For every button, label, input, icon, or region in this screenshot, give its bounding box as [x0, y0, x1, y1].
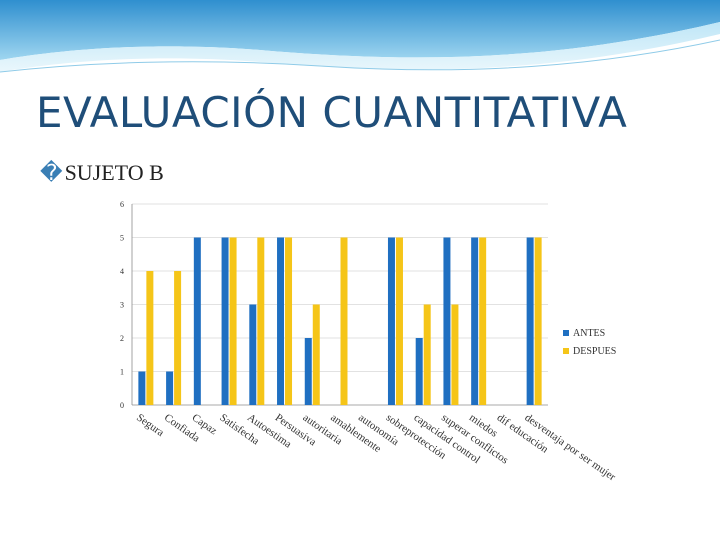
bar-despues: [395, 237, 403, 405]
y-tick-label: 4: [120, 267, 124, 276]
legend: ANTES DESPUES: [563, 328, 616, 357]
bar-antes: [443, 237, 451, 405]
bar-despues: [229, 237, 237, 405]
y-tick-label: 6: [120, 200, 124, 209]
legend-label-antes: ANTES: [573, 328, 605, 339]
y-tick-labels: 0 1 2 3 4 5 6: [120, 200, 124, 410]
bar-despues: [312, 304, 320, 405]
bar-despues: [285, 237, 293, 405]
category-labels: SeguraConfiadaCapazSatisfechaAutoestimaP…: [134, 412, 618, 484]
page-title: EVALUACIÓN CUANTITATIVA: [36, 88, 628, 137]
bar-antes: [249, 304, 257, 405]
bar-antes: [387, 237, 395, 405]
bar-despues: [146, 271, 154, 405]
axes: [131, 204, 548, 406]
bar-despues: [340, 237, 348, 405]
legend-label-despues: DESPUES: [573, 346, 616, 357]
subtitle-text: SUJETO B: [64, 160, 164, 185]
bar-antes: [526, 237, 534, 405]
bar-antes: [304, 338, 312, 405]
bar-despues: [257, 237, 265, 405]
bar-antes: [138, 371, 146, 405]
bar-despues: [451, 304, 459, 405]
bar-despues: [479, 237, 487, 405]
bar-despues: [423, 304, 431, 405]
bar-despues: [174, 271, 182, 405]
y-tick-label: 2: [120, 334, 124, 343]
y-tick-label: 3: [120, 301, 124, 310]
bar-antes: [471, 237, 479, 405]
y-tick-label: 1: [120, 368, 124, 377]
legend-swatch-antes: [563, 330, 569, 336]
legend-swatch-despues: [563, 348, 569, 354]
bars: [138, 237, 542, 405]
gridlines: [132, 203, 548, 372]
subtitle: �SUJETO B: [40, 160, 164, 186]
header-banner: [0, 0, 720, 73]
bar-antes: [277, 237, 285, 405]
y-tick-label: 0: [120, 401, 124, 410]
bar-antes: [415, 338, 423, 405]
bullet-icon: �: [40, 160, 63, 185]
bar-antes: [193, 237, 201, 405]
x-category-label: Segura: [134, 412, 166, 439]
bar-despues: [534, 237, 542, 405]
y-tick-label: 5: [120, 234, 124, 243]
bar-antes: [221, 237, 229, 405]
bar-antes: [166, 371, 174, 405]
